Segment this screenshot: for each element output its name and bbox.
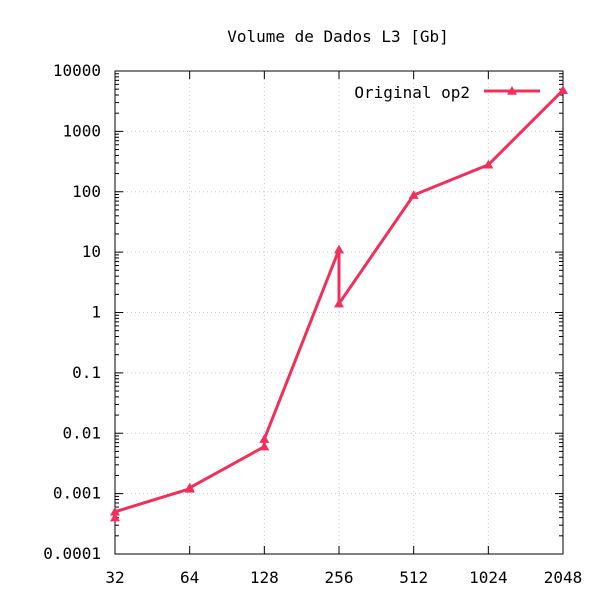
grid bbox=[115, 71, 563, 554]
x-tick-label: 64 bbox=[180, 568, 199, 587]
data-point bbox=[558, 85, 568, 94]
y-tick-label: 0.1 bbox=[72, 363, 101, 382]
series bbox=[110, 85, 568, 522]
y-tick-label: 10 bbox=[82, 242, 101, 261]
x-tick-label: 128 bbox=[250, 568, 279, 587]
x-tick-label: 2048 bbox=[544, 568, 583, 587]
data-point bbox=[334, 298, 344, 308]
data-point bbox=[110, 512, 120, 522]
y-tick-label: 0.0001 bbox=[43, 544, 101, 563]
y-tick-label: 1 bbox=[91, 303, 101, 322]
data-point bbox=[408, 190, 419, 199]
y-tick-label: 100 bbox=[72, 182, 101, 201]
x-tick-label: 32 bbox=[105, 568, 124, 587]
data-point bbox=[184, 482, 195, 492]
chart-title: Volume de Dados L3 [Gb] bbox=[227, 27, 449, 46]
y-tick-label: 0.001 bbox=[53, 484, 101, 503]
data-point bbox=[259, 441, 270, 451]
x-tick-label: 256 bbox=[325, 568, 354, 587]
legend: Original op2 bbox=[354, 83, 540, 102]
plot-frame bbox=[114, 70, 564, 555]
y-tick-label: 1000 bbox=[62, 121, 101, 140]
legend-label: Original op2 bbox=[354, 83, 470, 102]
x-tick-label: 512 bbox=[399, 568, 428, 587]
data-point bbox=[259, 434, 270, 443]
y-tick-label: 10000 bbox=[53, 61, 101, 80]
legend-marker bbox=[507, 86, 517, 95]
y-tick-label: 0.01 bbox=[62, 423, 101, 442]
tick-labels: 32 64 128 256 512 1024 2048 10000 1000 100 10 1 0.1 0… bbox=[43, 61, 582, 587]
ticks bbox=[114, 70, 564, 555]
data-point bbox=[334, 244, 344, 254]
data-point bbox=[110, 506, 120, 516]
x-tick-label: 1024 bbox=[469, 568, 508, 587]
data-point bbox=[483, 159, 494, 169]
